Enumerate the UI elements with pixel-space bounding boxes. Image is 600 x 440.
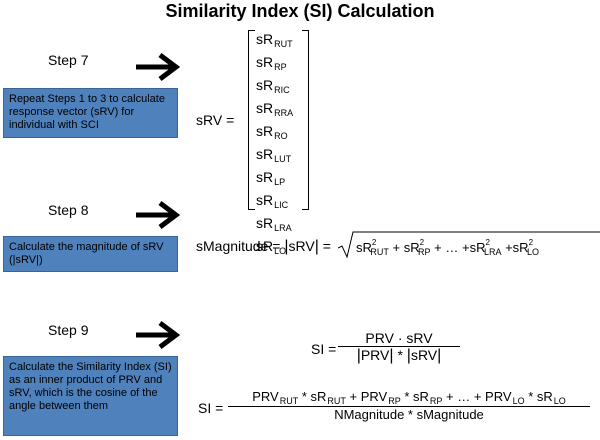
magnitude-equals: = [322,238,331,254]
si2-numerator: PRVRUT * sRRUT + PRVRP * sRRP + … + PRVL… [252,389,566,406]
magnitude-term-rp: sR2RP [403,238,431,257]
fraction-line [228,406,590,407]
vector-item-lut: sRLUT [256,146,292,164]
magnitude-term-lo: sR2LO [512,238,540,257]
fraction-line [338,346,460,347]
vector-item-ro: sRRO [256,123,288,141]
magnitude-lhs: sMagnitude = [196,238,281,254]
vector-item-rp: sRRP [256,54,287,72]
step-8-description: Calculate the magnitude of sRV (|sRV|) [3,236,178,272]
si-fraction: PRV · sRV |PRV| * |sRV| [338,330,460,365]
si-lhs: SI = [311,341,337,357]
vector-item-ric: sRRIC [256,77,290,95]
step-8-label: Step 8 [48,202,89,218]
si2-lhs: SI = [198,400,224,416]
step-9-description: Calculate the Similarity Index (SI) as a… [3,356,178,436]
magnitude-term-lra: sR2LRA [469,238,502,257]
plus-sign: + [505,240,513,255]
right-arrow-icon [136,321,181,349]
step-7-label: Step 7 [48,52,89,68]
vector-item-lra: sRLRA [256,215,292,233]
vector-item-lic: sRLIC [256,192,289,210]
vector-item-lp: sRLP [256,169,286,187]
page-title: Similarity Index (SI) Calculation [165,1,435,21]
si-numerator: PRV · sRV [365,330,433,346]
right-bracket [302,30,309,210]
vector-item-lo: sRLO [256,238,287,256]
step-7-description: Repeat Steps 1 to 3 to calculate respons… [3,88,178,138]
vector-lhs: sRV = [196,112,235,128]
magnitude-term-rut: sR2RUT [356,238,389,257]
step-9-label: Step 9 [48,322,89,338]
sqrt-symbol [338,231,600,259]
right-arrow-icon [136,53,181,81]
right-arrow-icon [136,201,181,229]
magnitude-sum: sR2RUT + sR2RP + … +sR2LRA +sR2LO [356,238,539,257]
si2-fraction: PRVRUT * sRRUT + PRVRP * sRRP + … + PRVL… [228,389,590,422]
vector-item-rra: sRRRA [256,100,294,118]
response-vector: sRRUT sRRP sRRIC sRRRA sRRO sRLUT sRLP s… [256,30,293,260]
magnitude-abs: sRV [288,238,315,254]
vector-item-rut: sRRUT [256,31,293,49]
plus-sign: + [392,240,401,255]
si-denominator: |PRV| * |sRV| [356,347,442,364]
ellipsis: + … + [434,240,470,255]
magnitude-equation: sMagnitude = |sRV| = [196,238,331,255]
left-bracket [248,30,255,210]
si2-denominator: NMagnitude * sMagnitude [334,407,484,422]
